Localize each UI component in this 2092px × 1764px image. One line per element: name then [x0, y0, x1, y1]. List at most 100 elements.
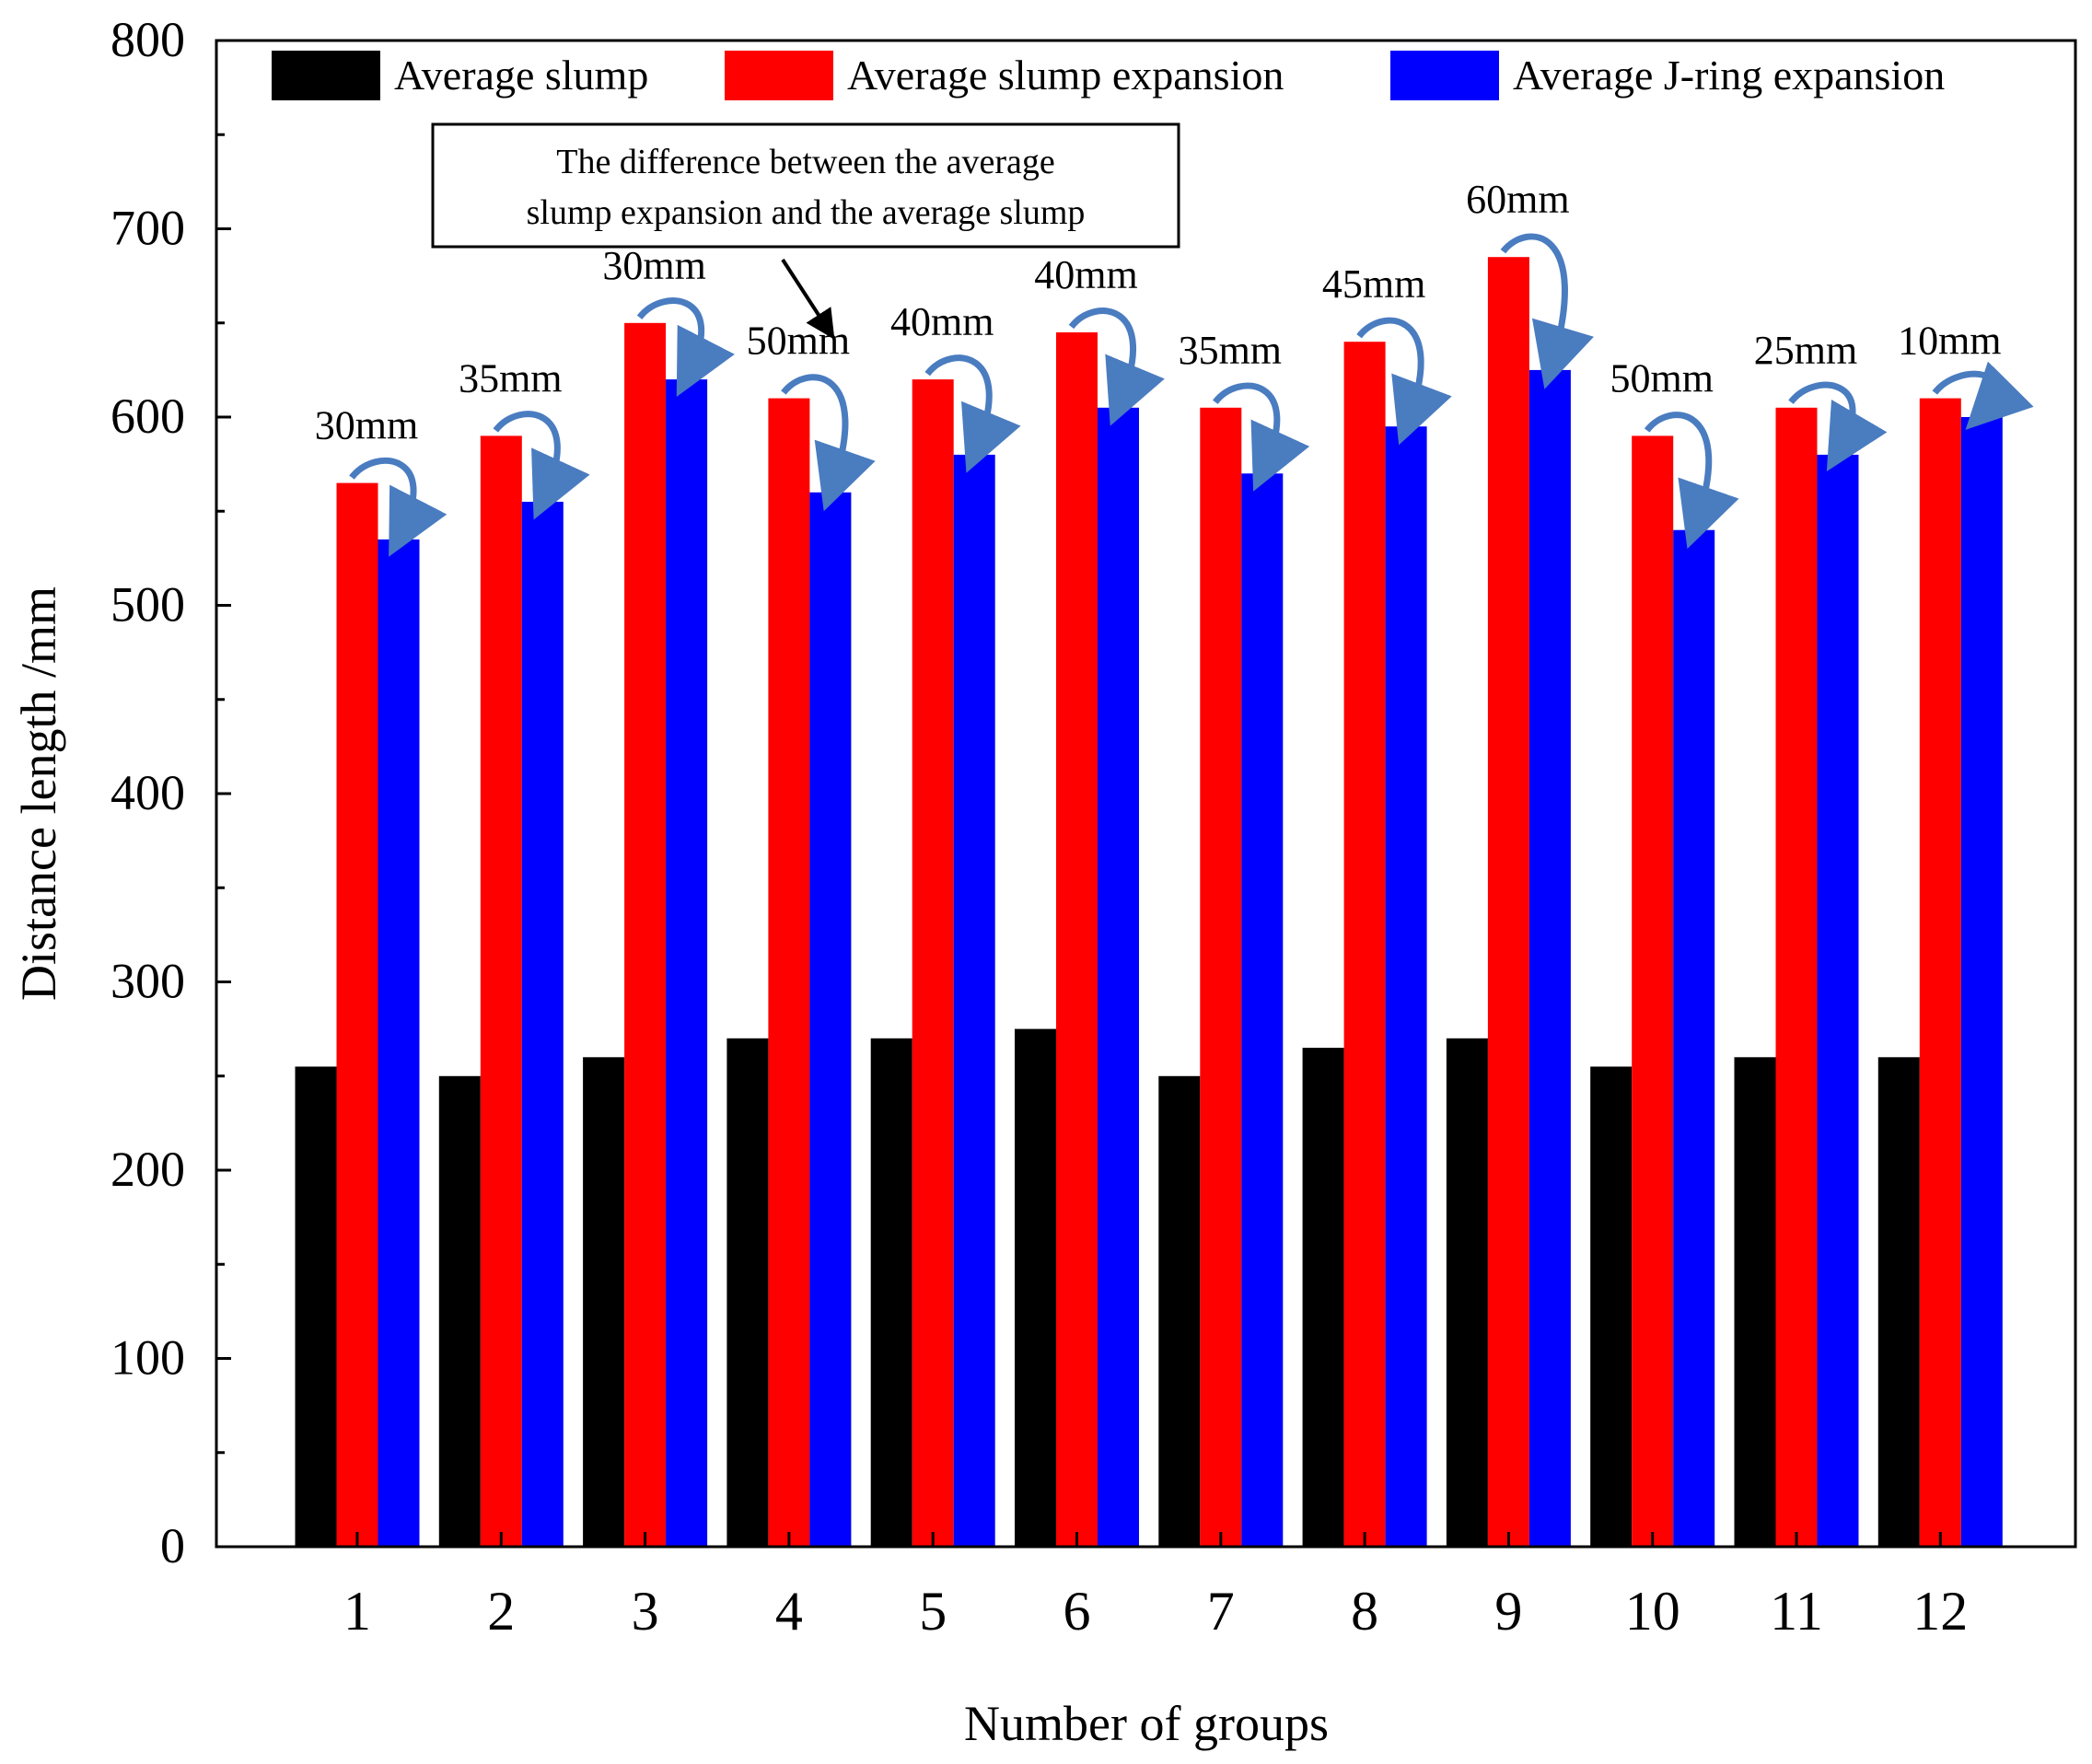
bar-1-group-2: [438, 1075, 481, 1548]
bar-2-group-11: [1775, 407, 1818, 1547]
difference-label: 45mm: [1322, 261, 1425, 307]
bar-2-group-4: [768, 398, 810, 1548]
y-tick-label: 200: [110, 1142, 185, 1197]
difference-label: 35mm: [1179, 328, 1282, 373]
bar-3-group-12: [1960, 417, 2003, 1547]
bar-3-group-8: [1385, 426, 1427, 1548]
bar-1-group-6: [1015, 1028, 1056, 1547]
y-tick-label: 700: [110, 201, 185, 256]
bar-3-group-3: [666, 379, 708, 1548]
difference-label: 50mm: [1610, 355, 1713, 400]
y-tick-label: 0: [160, 1518, 185, 1573]
bar-2-group-2: [480, 435, 522, 1547]
annotation-line-1: The difference between the average: [556, 143, 1055, 181]
bar-1-group-10: [1590, 1066, 1633, 1547]
legend-label-3: Average J-ring expansion: [1513, 52, 1945, 99]
bar-3-group-11: [1817, 454, 1859, 1547]
x-tick-label: 2: [487, 1581, 515, 1642]
difference-arrow: [1644, 412, 1739, 550]
bar-2-group-12: [1919, 398, 1961, 1548]
x-tick-label: 6: [1063, 1581, 1091, 1642]
difference-label: 40mm: [1034, 252, 1137, 297]
difference-arrow: [493, 411, 590, 520]
difference-label: 35mm: [459, 355, 562, 400]
y-tick-label: 500: [110, 577, 185, 632]
bar-2-group-5: [912, 379, 954, 1548]
legend-label-2: Average slump expansion: [847, 52, 1284, 99]
difference-label: 60mm: [1466, 177, 1569, 222]
y-axis: 0 100 200 300 400 500 600 700 800: [110, 12, 231, 1573]
bar-2-group-8: [1343, 342, 1386, 1548]
bar-1-group-7: [1158, 1075, 1201, 1548]
difference-label: 30mm: [602, 243, 705, 288]
x-tick-label: 9: [1494, 1581, 1522, 1642]
annotation-line-2: slump expansion and the average slump: [527, 193, 1086, 232]
bar-3-group-10: [1673, 529, 1715, 1548]
bar-2-group-7: [1200, 407, 1242, 1547]
bar-1-group-3: [583, 1057, 625, 1547]
bar-3-group-1: [378, 539, 420, 1547]
x-tick-label: 4: [775, 1581, 803, 1642]
x-tick-label: 8: [1351, 1581, 1378, 1642]
annotation-callout: The difference between the average slump…: [431, 122, 1180, 340]
y-tick-label: 100: [110, 1330, 185, 1386]
x-tick-label: 1: [343, 1581, 371, 1642]
bar-2-group-9: [1487, 257, 1529, 1548]
annotation-box: [431, 122, 1180, 249]
difference-arrow: [1213, 382, 1310, 492]
x-tick-label: 11: [1770, 1581, 1823, 1642]
y-tick-label: 800: [110, 12, 185, 67]
bar-2-group-10: [1632, 435, 1674, 1547]
y-axis-title: Distance length /mm: [11, 586, 66, 1001]
x-tick-label: 7: [1207, 1581, 1235, 1642]
difference-label: 25mm: [1754, 328, 1857, 373]
bar-2-group-6: [1056, 332, 1098, 1547]
difference-arrow: [1068, 308, 1165, 426]
legend-swatch-1: [272, 51, 380, 100]
bar-1-group-4: [726, 1038, 769, 1547]
difference-label: 40mm: [890, 299, 994, 344]
bar-1-group-8: [1302, 1048, 1344, 1547]
bar-1-group-9: [1446, 1038, 1488, 1547]
bars-layer: [295, 257, 2003, 1548]
y-tick-label: 400: [110, 765, 185, 820]
difference-label: 50mm: [747, 319, 850, 364]
y-tick-label: 300: [110, 954, 185, 1009]
x-axis-title: Number of groups: [964, 1696, 1329, 1751]
difference-arrow: [1788, 381, 1888, 472]
difference-arrow: [1356, 317, 1452, 446]
legend-swatch-2: [725, 51, 833, 100]
difference-arrow: [781, 374, 876, 512]
x-tick-label: 12: [1912, 1581, 1968, 1642]
bar-1-group-1: [295, 1066, 337, 1547]
difference-arrow: [1500, 233, 1594, 389]
y-tick-label: 600: [110, 389, 185, 444]
bar-3-group-9: [1528, 369, 1571, 1547]
difference-label: 10mm: [1898, 319, 2001, 364]
bar-2-group-3: [624, 322, 667, 1548]
difference-arrow: [924, 354, 1021, 473]
legend: Average slump Average slump expansion Aver…: [272, 51, 1945, 100]
legend-label-1: Average slump: [394, 52, 648, 99]
bar-3-group-2: [521, 502, 564, 1547]
bar-3-group-6: [1098, 407, 1139, 1547]
difference-arrow: [349, 457, 447, 557]
x-tick-label: 3: [632, 1581, 659, 1642]
bar-3-group-4: [809, 492, 852, 1547]
bar-3-group-5: [953, 454, 995, 1547]
difference-arrow: [636, 297, 735, 397]
bar-1-group-11: [1734, 1057, 1776, 1547]
annotation-pointer: [781, 258, 835, 340]
bar-2-group-1: [336, 482, 378, 1547]
bar-1-group-12: [1877, 1057, 1920, 1547]
x-axis: 1 2 3 4 5 6 7 8 9 10 11 12: [343, 1532, 1968, 1642]
difference-labels-layer: 30mm 35mm 30mm 50mm 40mm 40mm 35mm 45mm 60mm 50mm…: [315, 177, 2002, 447]
bar-3-group-7: [1241, 473, 1284, 1547]
legend-swatch-3: [1390, 51, 1499, 100]
x-tick-label: 10: [1625, 1581, 1680, 1642]
difference-arrows-layer: [349, 233, 2034, 557]
bar-1-group-5: [870, 1038, 912, 1547]
difference-arrow: [1932, 361, 2034, 430]
difference-label: 30mm: [315, 403, 418, 448]
